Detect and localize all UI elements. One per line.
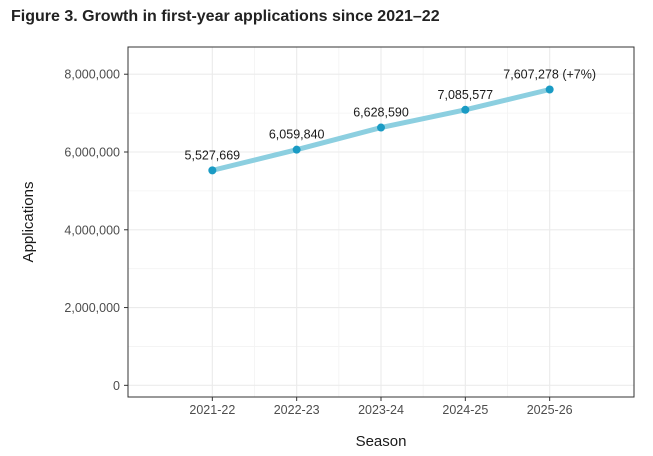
data-label: 7,607,278 (+7%) [503, 67, 596, 81]
y-tick-label: 8,000,000 [64, 68, 120, 82]
data-label: 6,059,840 [269, 128, 325, 142]
y-tick-label: 0 [113, 379, 120, 393]
y-axis-ticks: 0 2,000,000 4,000,000 6,000,000 8,000,000 [64, 68, 128, 393]
y-tick-label: 6,000,000 [64, 146, 120, 160]
y-axis-label: Applications [20, 182, 37, 263]
y-tick-label: 4,000,000 [64, 223, 120, 237]
data-point [545, 85, 554, 94]
data-point [377, 123, 385, 132]
grid-lines-major [128, 47, 634, 397]
x-tick-label: 2024-25 [442, 403, 488, 417]
data-label: 7,085,577 [438, 88, 494, 102]
data-label: 5,527,669 [185, 148, 241, 162]
data-label: 6,628,590 [353, 106, 409, 120]
data-point [208, 166, 217, 175]
data-labels: 5,527,669 6,059,840 6,628,590 7,085,577 7,60… [185, 67, 597, 162]
figure-title: Figure 3. Growth in first-year applicati… [11, 8, 440, 25]
x-tick-label: 2023-24 [358, 403, 404, 417]
y-tick-label: 2,000,000 [64, 301, 120, 315]
x-tick-label: 2021-22 [189, 403, 235, 417]
x-axis-ticks: 2021-22 2022-23 2023-24 2024-25 2025-26 [189, 397, 573, 417]
data-points [208, 85, 554, 175]
x-tick-label: 2025-26 [527, 403, 573, 417]
x-tick-label: 2022-23 [274, 403, 320, 417]
data-point [292, 145, 301, 154]
x-axis-label: Season [356, 433, 407, 450]
data-point [461, 105, 470, 114]
